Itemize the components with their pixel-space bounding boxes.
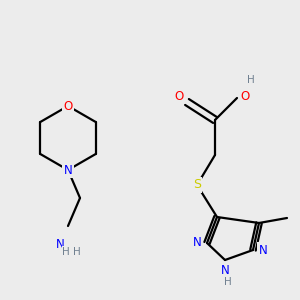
Text: N: N xyxy=(56,238,64,250)
Text: N: N xyxy=(64,164,72,176)
Text: H: H xyxy=(247,75,255,85)
Text: H: H xyxy=(62,247,70,257)
Text: O: O xyxy=(174,89,184,103)
Text: N: N xyxy=(259,244,267,256)
Text: H: H xyxy=(224,277,232,287)
Text: S: S xyxy=(193,178,201,191)
Text: O: O xyxy=(63,100,73,112)
Text: O: O xyxy=(240,89,250,103)
Text: N: N xyxy=(220,263,230,277)
Text: N: N xyxy=(193,236,201,250)
Text: H: H xyxy=(73,247,81,257)
